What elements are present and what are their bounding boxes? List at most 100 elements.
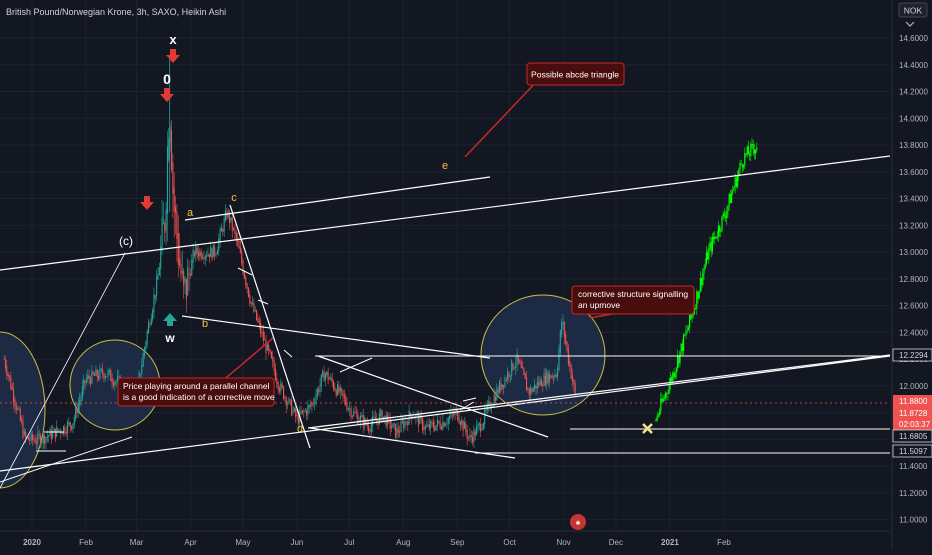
candle-body <box>13 388 15 403</box>
candle-body <box>335 389 337 396</box>
candle-body <box>257 318 259 322</box>
callout-channel[interactable]: Price playing around a parallel channel … <box>117 377 275 407</box>
candle-body <box>553 376 555 378</box>
price-tick-label: 12.4000 <box>899 328 928 337</box>
price-tick-label: 13.8000 <box>899 141 928 150</box>
time-tick-label: Apr <box>184 538 197 547</box>
candle-body <box>254 309 256 311</box>
broker-logo-icon: ✱ <box>570 514 586 530</box>
candle-body <box>307 405 309 415</box>
candle-body <box>470 435 472 438</box>
candle-body <box>19 408 21 421</box>
candle-body <box>115 381 117 383</box>
projection-bar <box>669 377 671 385</box>
candle-body <box>96 370 98 377</box>
projection-bar <box>696 291 698 309</box>
candle-body <box>57 428 59 431</box>
candle-body <box>361 414 363 417</box>
candle-body <box>574 383 576 395</box>
trendline-summer-top[interactable] <box>317 355 549 438</box>
candle-body <box>7 373 9 376</box>
candle-body <box>172 162 174 194</box>
candle-body <box>107 371 109 377</box>
trendline-d-support[interactable] <box>307 354 891 429</box>
candle-body <box>210 246 212 257</box>
candle-body <box>142 352 144 367</box>
projection-bar <box>733 187 735 191</box>
target-cross-icon <box>642 423 653 434</box>
projection-bar <box>675 367 677 373</box>
candle-body <box>346 403 348 411</box>
projection-bar <box>748 154 751 156</box>
candle-body <box>108 369 110 373</box>
candle-body <box>272 356 274 362</box>
candle-body <box>393 423 395 425</box>
candle-body <box>229 211 231 224</box>
chevron-down-icon[interactable] <box>905 21 915 27</box>
candle-body <box>38 434 40 436</box>
candle-body <box>58 430 61 432</box>
projection-bar <box>717 226 719 237</box>
candle-body <box>84 381 86 383</box>
candle-body <box>262 331 264 341</box>
projection-bar <box>721 216 723 231</box>
projection-bar <box>711 236 713 252</box>
highlight-circle-left[interactable] <box>0 331 46 489</box>
callout-corrective[interactable]: corrective structure signalling an upmov… <box>571 285 695 315</box>
price-label-text: 02:03:37 <box>899 420 931 429</box>
candle-body <box>31 434 34 440</box>
candle-body <box>508 373 510 378</box>
trendlines-layer[interactable] <box>0 77 891 489</box>
candle-body <box>87 374 89 380</box>
trendline-a-to-d[interactable] <box>229 204 311 449</box>
trendline-triangle-bottom[interactable] <box>181 315 491 359</box>
projection-bar <box>697 291 699 299</box>
candle-body <box>156 275 158 296</box>
currency-button[interactable]: NOK <box>898 2 928 18</box>
candle-body <box>99 368 101 379</box>
callout-triangle[interactable]: Possible abcde triangle <box>526 62 625 86</box>
trendline-left-base[interactable] <box>0 436 133 483</box>
price-label-box <box>892 348 932 362</box>
candle-body <box>449 416 451 420</box>
candle-body <box>550 375 552 379</box>
candle-body <box>25 431 27 438</box>
candle-body <box>424 426 426 430</box>
candle-body <box>401 421 403 423</box>
callout-channel-line1: Price playing around a parallel channel <box>123 381 270 391</box>
projection-bar <box>726 211 728 219</box>
candle-body <box>381 410 383 422</box>
candle-body <box>146 330 148 344</box>
price-tick-label: 13.2000 <box>899 221 928 230</box>
candle-body <box>557 368 559 377</box>
candle-body <box>473 429 475 442</box>
projection-bar <box>751 143 753 145</box>
price-labels-layer: 12.2294 11.8800 11.8728 02:03:37 11.6805 11.5… <box>892 348 932 458</box>
price-tick-label: 12.6000 <box>899 302 928 311</box>
candle-body <box>481 428 483 431</box>
candle-body <box>52 431 54 438</box>
projection-bar <box>688 314 691 328</box>
candle-body <box>330 377 332 380</box>
projection-bar <box>666 393 668 394</box>
trendline-upper-channel[interactable] <box>0 155 891 271</box>
projection-bar <box>687 327 689 331</box>
candle-body <box>14 399 16 407</box>
time-axis[interactable]: 2020 Feb Mar Apr May Jun Jul Aug Sep Oct Nov Dec 202… <box>0 530 890 547</box>
candle-body <box>188 273 190 275</box>
projection-bar <box>663 397 665 399</box>
trendline-triangle-top[interactable] <box>184 176 491 221</box>
candle-body <box>324 373 326 380</box>
candle-body <box>458 417 460 424</box>
candle-body <box>211 248 213 260</box>
projection-bar <box>672 372 674 382</box>
wave-label-0: 0 <box>163 71 171 87</box>
candle-body <box>439 422 441 428</box>
trendline-lower-channel[interactable] <box>0 355 891 472</box>
price-axis[interactable]: 14.6000 14.4000 14.2000 14.0000 13.8000 13.60… <box>891 0 932 550</box>
price-tick-label: 14.0000 <box>899 114 928 123</box>
candle-body <box>300 412 302 414</box>
trendline-left-rise[interactable] <box>0 252 126 489</box>
price-label-text: 11.5097 <box>899 447 928 456</box>
